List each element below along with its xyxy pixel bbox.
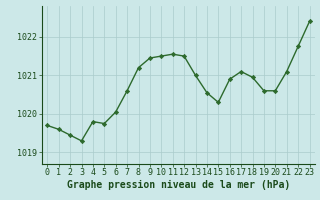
X-axis label: Graphe pression niveau de la mer (hPa): Graphe pression niveau de la mer (hPa) [67, 180, 290, 190]
